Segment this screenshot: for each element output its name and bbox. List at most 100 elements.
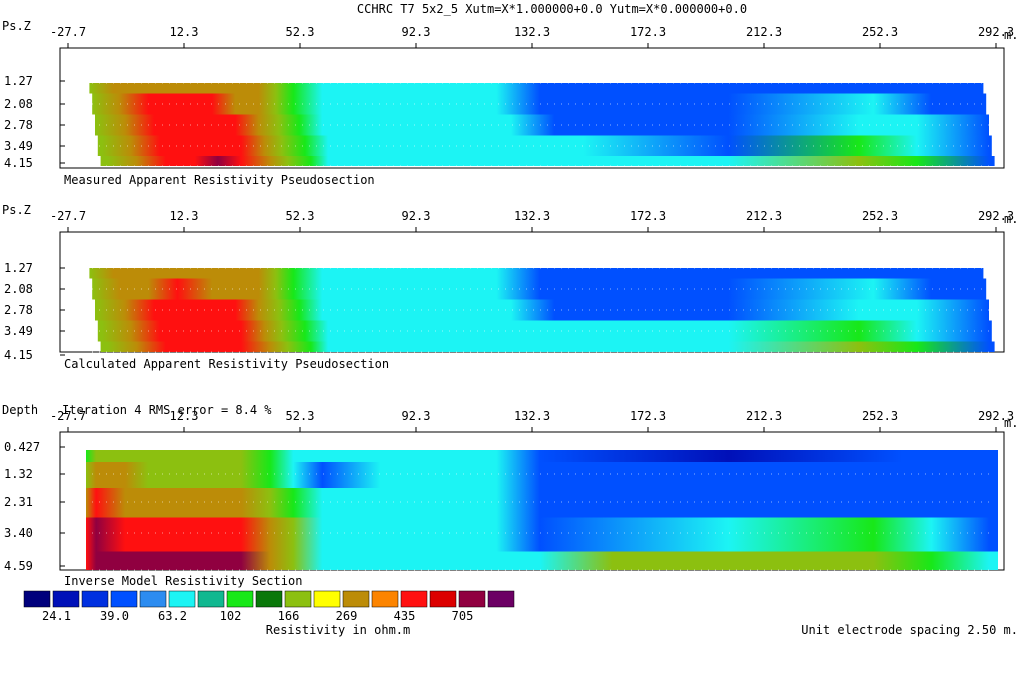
heatmap-row (92, 278, 987, 300)
panel-calculated-axis-label: Ps.Z (2, 203, 31, 217)
figure-title: CCHRC T7 5x2_5 Xutm=X*1.000000+0.0 Yutm=… (357, 2, 747, 16)
panel-inverse-x-ticks: -27.7 12.3 52.3 92.3 132.3 172.3 212.3 252.3 292… (50, 409, 1014, 432)
x-tick-label: 12.3 (170, 25, 199, 39)
y-tick-label: 0.427 (4, 440, 40, 454)
heatmap-row (97, 320, 992, 342)
panel-measured-caption: Measured Apparent Resistivity Pseudosect… (64, 173, 375, 187)
panel-inverse-caption: Inverse Model Resistivity Section (64, 574, 302, 588)
panel-inverse: Depth Iteration 4 RMS error = 8.4 % -27.… (2, 403, 1018, 588)
x-tick-label: -27.7 (50, 209, 86, 223)
y-tick-label: 1.27 (4, 261, 33, 275)
legend-label: 24.1 (42, 609, 71, 623)
legend-swatch (197, 590, 225, 608)
panel-inverse-iteration-text: Iteration 4 RMS error = 8.4 % (62, 403, 272, 417)
y-tick-label: 4.59 (4, 559, 33, 573)
panel-measured: Ps.Z -27.7 12.3 52.3 92.3 132.3 172.3 212.3 252… (2, 19, 1018, 187)
x-tick-label: 172.3 (630, 25, 666, 39)
panel-measured-heatmap (89, 82, 995, 167)
x-tick-label: 212.3 (746, 25, 782, 39)
panel-calculated-x-ticks: -27.7 12.3 52.3 92.3 132.3 172.3 212.3 252.3 292… (50, 209, 1014, 232)
panel-inverse-heatmap (86, 450, 998, 571)
legend-title: Resistivity in ohm.m (266, 623, 411, 637)
heatmap-row (100, 156, 995, 166)
panel-measured-y-ticks: 1.27 2.08 2.78 3.49 4.15 (4, 74, 65, 170)
x-tick-label: 92.3 (402, 25, 431, 39)
x-tick-label: 292.3 (978, 25, 1014, 39)
legend-swatch (458, 590, 486, 608)
y-tick-label: 2.78 (4, 303, 33, 317)
legend-label: 39.0 (100, 609, 129, 623)
y-tick-label: 2.08 (4, 97, 33, 111)
x-tick-label: 52.3 (286, 25, 315, 39)
heatmap-row (92, 93, 987, 115)
legend-swatch (487, 590, 515, 608)
color-legend: 24.1 39.0 63.2 102 166 269 435 705 (23, 590, 515, 623)
heatmap-row (89, 268, 984, 279)
y-tick-label: 1.32 (4, 467, 33, 481)
y-tick-label: 4.15 (4, 348, 33, 362)
panel-calculated-heatmap (89, 267, 995, 353)
x-tick-label: 132.3 (514, 25, 550, 39)
x-tick-label: 52.3 (286, 209, 315, 223)
panel-inverse-y-ticks: 0.427 1.32 2.31 3.40 4.59 (4, 440, 65, 573)
y-tick-label: 3.49 (4, 139, 33, 153)
legend-label: 166 (278, 609, 300, 623)
x-tick-label: 212.3 (746, 209, 782, 223)
legend-label: 102 (220, 609, 242, 623)
x-tick-label: -27.7 (50, 409, 86, 423)
panel-measured-x-ticks: -27.7 12.3 52.3 92.3 132.3 172.3 212.3 252.3 292… (50, 25, 1014, 48)
panel-measured-axis-label: Ps.Z (2, 19, 31, 33)
heatmap-row (97, 135, 992, 156)
y-tick-label: 2.31 (4, 495, 33, 509)
legend-swatch (342, 590, 370, 608)
heatmap-row (86, 488, 998, 518)
heatmap-row (86, 462, 998, 488)
x-tick-label: 52.3 (286, 409, 315, 423)
legend-swatch (81, 590, 109, 608)
legend-swatch (110, 590, 138, 608)
legend-label: 435 (394, 609, 416, 623)
legend-swatch (400, 590, 428, 608)
x-tick-label: 132.3 (514, 409, 550, 423)
legend-label: 63.2 (158, 609, 187, 623)
legend-label: 705 (452, 609, 474, 623)
panel-calculated-y-ticks: 1.27 2.08 2.78 3.49 4.15 (4, 261, 65, 362)
legend-label: 269 (336, 609, 358, 623)
heatmap-row (86, 551, 998, 570)
heatmap-row (89, 83, 984, 94)
legend-swatch (429, 590, 457, 608)
panel-inverse-x-unit: m. (1004, 416, 1018, 430)
legend-swatch (139, 590, 167, 608)
x-tick-label: 92.3 (402, 209, 431, 223)
heatmap-row (100, 341, 995, 352)
heatmap-row (86, 450, 998, 462)
x-tick-label: 12.3 (170, 409, 199, 423)
panel-inverse-axis-label: Depth (2, 403, 38, 417)
panel-calculated-caption: Calculated Apparent Resistivity Pseudose… (64, 357, 389, 371)
x-tick-label: 172.3 (630, 409, 666, 423)
heatmap-row (95, 114, 989, 136)
legend-swatch (255, 590, 283, 608)
x-tick-label: 292.3 (978, 409, 1014, 423)
legend-swatch (371, 590, 399, 608)
legend-swatch (168, 590, 196, 608)
heatmap-row (95, 299, 989, 321)
footer-note: Unit electrode spacing 2.50 m. (801, 623, 1018, 637)
y-tick-label: 2.78 (4, 118, 33, 132)
x-tick-label: 292.3 (978, 209, 1014, 223)
y-tick-label: 1.27 (4, 74, 33, 88)
x-tick-label: 12.3 (170, 209, 199, 223)
panel-calculated: Ps.Z -27.7 12.3 52.3 92.3 132.3 172.3 212.3 252… (2, 203, 1018, 371)
heatmap-row (86, 517, 998, 552)
y-tick-label: 3.49 (4, 324, 33, 338)
y-tick-label: 3.40 (4, 526, 33, 540)
legend-swatch (52, 590, 80, 608)
x-tick-label: 92.3 (402, 409, 431, 423)
x-tick-label: 132.3 (514, 209, 550, 223)
x-tick-label: -27.7 (50, 25, 86, 39)
y-tick-label: 4.15 (4, 156, 33, 170)
legend-swatch (284, 590, 312, 608)
legend-swatch (226, 590, 254, 608)
